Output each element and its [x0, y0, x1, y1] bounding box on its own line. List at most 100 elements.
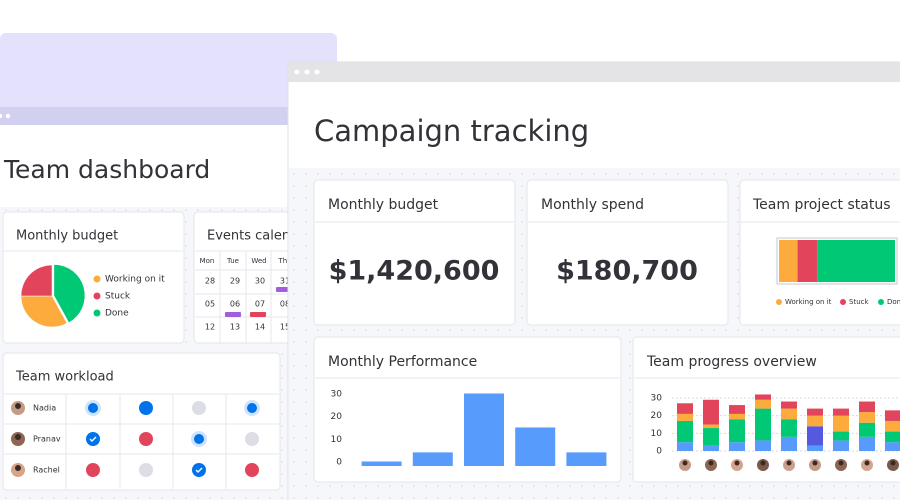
- stack-segment: [677, 420, 693, 443]
- window-bar: [0, 107, 337, 125]
- event-bar: [250, 312, 266, 317]
- bar: [515, 427, 556, 466]
- status-dot: [139, 401, 153, 415]
- legend-label: Done: [887, 298, 900, 306]
- stack-segment: [859, 401, 875, 413]
- window-top: [0, 33, 337, 125]
- stack-segment: [807, 426, 823, 446]
- calendar-date: 30: [255, 277, 265, 286]
- stack-segment: [885, 420, 900, 432]
- card: [526, 179, 729, 326]
- stack-segment: [833, 431, 849, 441]
- calendar-day: Thu: [277, 257, 291, 265]
- widget-title: Team project status: [752, 197, 891, 213]
- stack-segment: [677, 403, 693, 414]
- avatar-head: [734, 460, 740, 466]
- avatar-head: [15, 465, 21, 471]
- window-dot: [304, 69, 310, 75]
- window-bar: [288, 62, 900, 82]
- status-segment: [797, 240, 818, 282]
- stack-segment: [755, 399, 771, 409]
- status-dot: [192, 401, 206, 415]
- stack-segment: [703, 424, 719, 429]
- person-name: Rachel: [33, 466, 60, 475]
- window-dot: [0, 113, 3, 119]
- calendar-date: 08: [280, 300, 290, 309]
- stack-segment: [755, 440, 771, 451]
- kpi-value: $180,700: [556, 256, 698, 287]
- pie-slice: [20, 264, 53, 297]
- stack-segment: [807, 445, 823, 451]
- stack-segment: [859, 436, 875, 451]
- y-tick-label: 0: [656, 447, 662, 457]
- stack-segment: [755, 408, 771, 441]
- stack-segment: [807, 408, 823, 416]
- status-dot: [245, 463, 259, 477]
- check-icon: [89, 436, 97, 442]
- status-dot: [245, 432, 259, 446]
- y-tick-label: 0: [336, 458, 342, 468]
- stack-segment: [729, 442, 745, 451]
- legend-dot: [776, 299, 782, 305]
- stack-segment: [833, 408, 849, 416]
- stack-segment: [781, 408, 797, 420]
- avatar-head: [786, 460, 792, 466]
- stack-segment: [729, 419, 745, 443]
- y-tick-label: 30: [331, 390, 343, 400]
- legend-label: Stuck: [105, 292, 131, 302]
- legend-label: Working on it: [105, 275, 165, 285]
- y-tick-label: 20: [331, 412, 343, 422]
- stack-segment: [703, 445, 719, 451]
- legend-label: Working on it: [785, 298, 832, 306]
- calendar-date: 14: [255, 323, 265, 332]
- avatar-head: [682, 460, 688, 466]
- y-tick-label: 30: [651, 394, 663, 404]
- status-dot: [194, 434, 204, 444]
- avatar-head: [15, 434, 21, 440]
- window-title: Team dashboard: [3, 155, 210, 184]
- kpi-value: $1,420,600: [329, 256, 500, 287]
- calendar-date: 29: [230, 277, 240, 286]
- window-dot: [294, 69, 300, 75]
- widget-title: Monthly budget: [16, 229, 118, 244]
- window-title: Campaign tracking: [314, 114, 589, 148]
- avatar-head: [838, 460, 844, 466]
- avatar-head: [812, 460, 818, 466]
- stack-segment: [885, 431, 900, 443]
- stack-segment: [755, 394, 771, 400]
- y-tick-label: 10: [331, 435, 343, 445]
- legend-dot: [93, 275, 101, 283]
- status-dot: [139, 463, 153, 477]
- widget-title: Monthly spend: [541, 197, 644, 213]
- window-dot: [5, 113, 11, 119]
- bar: [566, 452, 607, 466]
- status-dot: [86, 432, 100, 446]
- status-segment: [817, 240, 895, 282]
- legend-dot: [840, 299, 846, 305]
- stack-segment: [885, 442, 900, 451]
- status-dot: [86, 463, 100, 477]
- stack-segment: [703, 428, 719, 446]
- widget-title: Monthly Performance: [328, 354, 477, 370]
- window-header: [0, 125, 337, 207]
- bar: [361, 461, 402, 466]
- stack-segment: [729, 405, 745, 414]
- status-dot: [247, 403, 257, 413]
- calendar-date: 05: [205, 300, 215, 309]
- pie-slice: [53, 264, 86, 324]
- y-tick-label: 10: [651, 429, 663, 439]
- person-name: Pranav: [33, 435, 61, 444]
- calendar-date: 06: [230, 300, 240, 309]
- legend-dot: [93, 309, 101, 317]
- pie-slice: [20, 295, 68, 328]
- card: [2, 352, 281, 491]
- avatar-head: [760, 460, 766, 466]
- card: [313, 179, 516, 326]
- bar: [464, 393, 504, 466]
- avatar-head: [864, 460, 870, 466]
- stack-segment: [833, 415, 849, 432]
- stack-segment: [807, 415, 823, 427]
- widget-title: Team workload: [15, 370, 114, 385]
- legend-dot: [878, 299, 884, 305]
